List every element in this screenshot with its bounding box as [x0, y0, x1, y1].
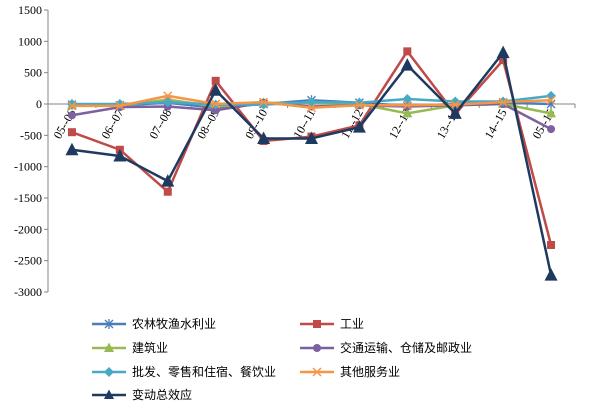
y-tick-label: 500 — [24, 66, 42, 80]
data-point — [402, 107, 413, 118]
data-point — [403, 47, 412, 56]
y-tick-label: -1000 — [14, 160, 42, 174]
data-point — [313, 320, 321, 328]
data-point — [312, 367, 322, 377]
data-point — [65, 142, 79, 156]
data-point — [305, 131, 318, 144]
data-point — [402, 100, 412, 110]
data-point — [354, 100, 364, 110]
data-point — [67, 101, 77, 111]
data-point — [211, 106, 220, 115]
data-point — [498, 97, 508, 107]
legend-label: 变动总效应 — [132, 387, 192, 402]
data-point — [104, 389, 114, 399]
data-point — [104, 367, 114, 377]
y-tick-label: -500 — [20, 128, 42, 142]
legend-entry: 交通运输、仓储及邮政业 — [300, 340, 472, 355]
legend-entry: 建筑业 — [92, 340, 168, 355]
data-point — [306, 103, 317, 113]
data-point — [113, 149, 127, 162]
series-6 — [65, 45, 558, 281]
data-point — [104, 342, 114, 352]
data-point — [547, 241, 556, 249]
data-point — [313, 344, 321, 352]
y-tick-label: -3000 — [14, 285, 42, 299]
y-tick-label: 1500 — [18, 3, 42, 17]
data-point — [544, 268, 558, 281]
data-point — [211, 76, 220, 85]
data-point — [162, 97, 173, 108]
data-point — [448, 106, 462, 119]
data-point — [161, 174, 175, 187]
legend-label: 建筑业 — [132, 340, 168, 355]
data-point — [209, 83, 223, 96]
legend-entry: 农林牧渔水利业 — [92, 317, 216, 331]
legend-label: 批发、零售和住宿、餐饮业 — [132, 364, 276, 379]
data-point — [402, 93, 413, 104]
legend-label: 工业 — [340, 317, 364, 331]
legend-entry: 工业 — [300, 317, 364, 331]
x-tick-label: 07--08 — [146, 107, 174, 142]
data-point — [450, 100, 460, 110]
x-tick-label: 09--10 — [242, 107, 270, 142]
y-tick-label: 0 — [36, 97, 42, 111]
legend-entry: 其他服务业 — [300, 364, 400, 379]
data-point — [546, 95, 556, 105]
data-point — [400, 58, 414, 71]
data-point — [496, 45, 510, 59]
data-point — [115, 101, 125, 111]
chart-series — [65, 45, 558, 281]
x-tick-label: 06--07 — [98, 107, 126, 142]
data-point — [163, 187, 172, 196]
legend-label: 其他服务业 — [340, 364, 400, 379]
y-tick-label: -2000 — [14, 222, 42, 236]
series-5 — [67, 91, 556, 113]
y-tick-label: 1000 — [18, 34, 42, 48]
data-point — [257, 131, 271, 144]
data-point — [546, 107, 557, 118]
data-point — [259, 97, 269, 107]
chart-axes: 1500 1000 500 0 -500 -1000 -1500 -2000 -2500 -300… — [14, 3, 576, 299]
legend-label: 交通运输、仓储及邮政业 — [340, 340, 472, 355]
data-point — [104, 319, 114, 329]
data-point — [499, 56, 508, 65]
data-point — [352, 120, 366, 133]
legend-entry: 变动总效应 — [92, 387, 192, 402]
data-point — [547, 125, 556, 134]
data-point — [211, 99, 221, 109]
data-point — [163, 91, 173, 101]
data-point — [67, 111, 76, 120]
x-tick-label: 14--15 — [482, 107, 510, 142]
series-line — [71, 50, 553, 246]
y-tick-label: -2500 — [14, 254, 42, 268]
data-point — [67, 128, 76, 137]
legend-label: 农林牧渔水利业 — [132, 317, 216, 331]
legend-entry: 批发、零售和住宿、餐饮业 — [92, 364, 276, 379]
y-tick-label: -1500 — [14, 191, 42, 205]
